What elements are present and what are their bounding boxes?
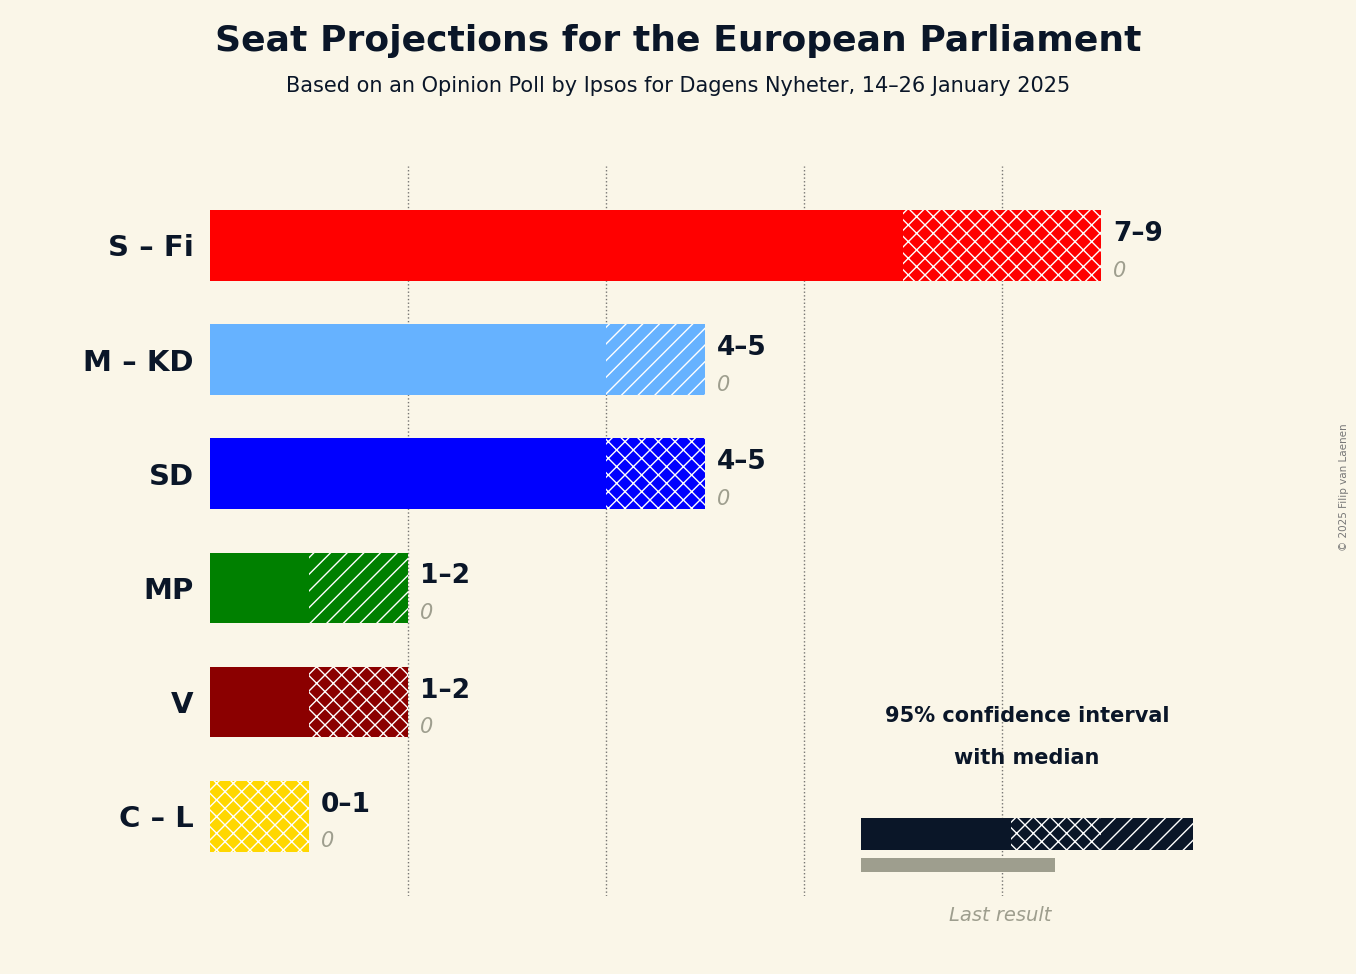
Text: 0: 0: [420, 717, 434, 737]
Text: Last result: Last result: [949, 906, 1052, 925]
Text: 95% confidence interval: 95% confidence interval: [885, 705, 1169, 726]
Bar: [861, 858, 1055, 872]
Text: Based on an Opinion Poll by Ipsos for Dagens Nyheter, 14–26 January 2025: Based on an Opinion Poll by Ipsos for Da…: [286, 76, 1070, 96]
Text: 0: 0: [420, 603, 434, 623]
Text: 1–2: 1–2: [420, 564, 471, 589]
Bar: [210, 781, 309, 851]
Bar: [1101, 818, 1193, 849]
Bar: [1010, 818, 1101, 849]
Bar: [309, 552, 408, 623]
Text: 0–1: 0–1: [321, 792, 372, 818]
Bar: [210, 781, 309, 851]
Text: 0: 0: [717, 375, 731, 394]
Text: 0: 0: [1113, 261, 1127, 281]
Text: 7–9: 7–9: [1113, 221, 1163, 247]
Bar: [606, 438, 705, 509]
Text: Seat Projections for the European Parliament: Seat Projections for the European Parlia…: [214, 24, 1142, 58]
Text: 0: 0: [321, 831, 335, 851]
Text: with median: with median: [955, 747, 1100, 768]
Bar: [210, 438, 606, 509]
Bar: [861, 818, 1010, 849]
Bar: [210, 210, 903, 281]
Text: 1–2: 1–2: [420, 678, 471, 703]
Text: 4–5: 4–5: [717, 335, 766, 361]
Bar: [606, 324, 705, 395]
Text: © 2025 Filip van Laenen: © 2025 Filip van Laenen: [1340, 423, 1349, 551]
Bar: [210, 666, 309, 737]
Bar: [309, 666, 408, 737]
Bar: [903, 210, 1101, 281]
Text: 0: 0: [717, 489, 731, 508]
Bar: [210, 552, 309, 623]
Bar: [210, 324, 606, 395]
Text: 4–5: 4–5: [717, 449, 766, 475]
